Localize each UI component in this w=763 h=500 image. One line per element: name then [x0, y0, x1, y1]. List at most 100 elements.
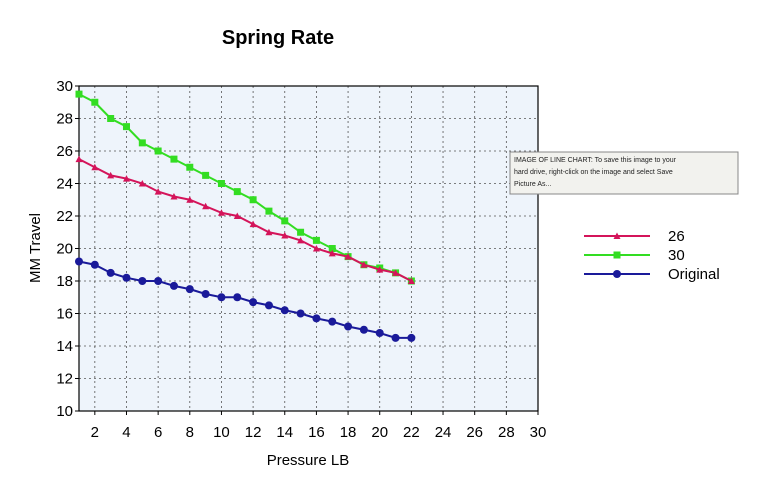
x-tick-label: 28 — [498, 424, 515, 441]
data-point-30 — [312, 236, 320, 244]
y-tick-label: 12 — [56, 371, 73, 388]
data-point-26 — [154, 188, 162, 195]
data-point-26 — [281, 232, 289, 239]
x-tick-label: 22 — [403, 424, 420, 441]
data-point-30 — [170, 155, 178, 163]
data-point-26 — [392, 269, 400, 276]
data-point-30 — [122, 123, 130, 131]
data-point-30 — [107, 115, 115, 122]
x-axis-label: Pressure LB — [267, 452, 350, 469]
data-point-original — [359, 325, 368, 334]
legend-marker — [613, 270, 621, 278]
data-point-30 — [265, 207, 273, 215]
tooltip-line-2: hard drive, right-click on the image and… — [514, 169, 673, 176]
data-point-30 — [249, 196, 257, 204]
data-point-30 — [202, 171, 210, 179]
legend-label: 26 — [668, 228, 685, 245]
data-point-original — [169, 281, 178, 290]
series-line-26 — [78, 158, 412, 282]
x-tick-label: 20 — [371, 424, 388, 441]
data-point-original — [90, 260, 99, 269]
data-point-original — [344, 322, 353, 331]
x-tick-label: 24 — [435, 424, 452, 441]
data-point-original — [375, 329, 384, 337]
y-tick-label: 18 — [56, 273, 73, 290]
legend-item-original: Original — [584, 266, 720, 283]
y-tick-label: 30 — [56, 78, 73, 95]
data-point-26 — [122, 175, 130, 182]
x-tick-label: 30 — [530, 424, 547, 441]
data-point-26 — [344, 253, 352, 260]
y-tick-label: 10 — [56, 403, 73, 420]
x-tick-label: 26 — [466, 424, 483, 441]
data-point-original — [328, 317, 337, 326]
data-point-26 — [407, 277, 415, 284]
data-point-26 — [297, 236, 305, 244]
data-point-26 — [202, 202, 210, 210]
data-point-30 — [233, 188, 241, 196]
data-point-26 — [233, 212, 241, 219]
x-tick-label: 14 — [276, 424, 293, 441]
data-point-26 — [186, 196, 194, 203]
data-point-original — [75, 257, 83, 266]
data-point-30 — [297, 228, 305, 236]
data-point-26 — [138, 180, 146, 187]
tooltip-line-3: Picture As... — [514, 181, 551, 188]
y-axis-label: MM Travel — [27, 213, 44, 283]
data-point-30 — [154, 147, 162, 155]
data-point-original — [391, 333, 400, 342]
x-tick-label: 18 — [340, 424, 357, 441]
data-point-26 — [249, 220, 257, 228]
y-tick-label: 24 — [56, 176, 73, 193]
x-tick-label: 6 — [154, 424, 162, 441]
data-point-26 — [75, 155, 83, 163]
data-point-26 — [312, 245, 320, 252]
y-tick-label: 14 — [56, 338, 73, 355]
data-point-30 — [91, 98, 99, 106]
chart-title: Spring Rate — [222, 27, 334, 49]
data-point-original — [312, 314, 321, 323]
data-point-original — [249, 298, 258, 307]
data-point-original — [407, 333, 416, 342]
legend: 26 30 Original — [584, 228, 720, 283]
legend-label: 30 — [668, 247, 685, 264]
legend-item-30: 30 — [584, 247, 685, 264]
x-tick-label: 4 — [122, 424, 130, 441]
y-tick-label: 20 — [56, 241, 73, 258]
data-point-original — [154, 277, 163, 285]
data-point-original — [233, 293, 242, 302]
y-tick-label: 28 — [56, 111, 73, 128]
data-point-30 — [138, 139, 146, 147]
data-point-26 — [376, 266, 384, 273]
y-tick-label: 22 — [56, 208, 73, 225]
data-point-original — [280, 306, 289, 315]
series-layer — [75, 90, 416, 342]
data-point-original — [122, 273, 131, 282]
data-point-30 — [75, 90, 83, 98]
data-point-26 — [170, 193, 178, 200]
data-point-original — [106, 268, 115, 277]
series-line-original — [78, 260, 412, 339]
data-point-26 — [360, 261, 368, 268]
data-point-30 — [281, 217, 289, 225]
data-point-30 — [328, 245, 336, 252]
y-tick-label: 26 — [56, 143, 73, 160]
tooltip-line-1: IMAGE OF LINE CHART: To save this image … — [514, 157, 677, 164]
legend-label: Original — [668, 266, 720, 283]
data-point-original — [138, 277, 147, 285]
data-point-original — [217, 293, 226, 302]
legend-item-26: 26 — [584, 228, 685, 245]
data-point-26 — [107, 171, 115, 179]
data-point-26 — [217, 209, 225, 216]
x-tick-label: 10 — [213, 424, 230, 441]
legend-marker — [613, 251, 621, 259]
y-tick-label: 16 — [56, 306, 73, 323]
x-tick-label: 8 — [186, 424, 194, 441]
data-point-26 — [265, 228, 273, 236]
x-tick-label: 16 — [308, 424, 325, 441]
x-tick-label: 2 — [91, 424, 99, 441]
legend-marker — [613, 232, 621, 239]
x-tick-label: 12 — [245, 424, 262, 441]
data-point-30 — [217, 180, 225, 187]
